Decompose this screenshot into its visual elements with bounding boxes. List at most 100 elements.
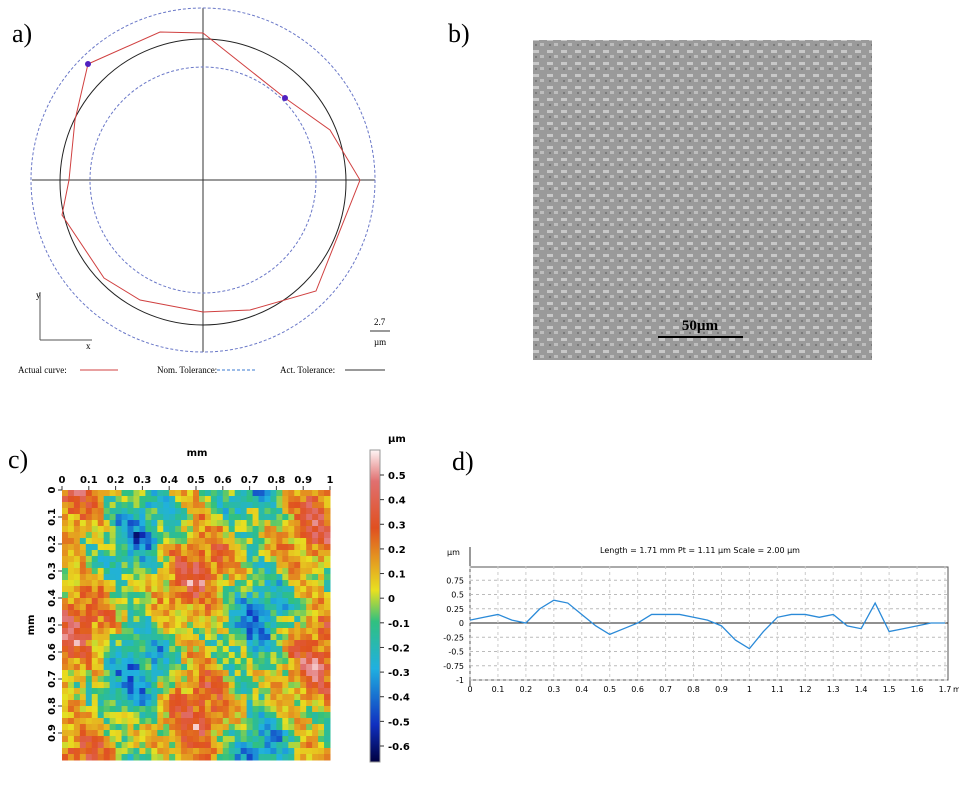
heatmap-cell <box>157 562 164 569</box>
heatmap-cell <box>282 676 289 683</box>
heatmap-cell <box>62 604 69 611</box>
heatmap-cell <box>67 754 75 761</box>
scale-unit: µm <box>374 337 386 347</box>
heatmap-cell <box>109 514 117 521</box>
heatmap-cell <box>193 532 200 539</box>
heatmap-cell <box>169 502 176 509</box>
heatmap-cell <box>204 550 212 557</box>
heatmap-cell <box>282 682 289 689</box>
heatmap-cell <box>169 574 176 581</box>
heatmap-cell <box>145 562 152 569</box>
heatmap-cell <box>73 730 81 737</box>
heatmap-cell <box>85 568 93 575</box>
heatmap-cell <box>312 664 319 671</box>
heatmap-cell <box>139 538 146 545</box>
heatmap-cell <box>318 754 325 761</box>
heatmap-cell <box>222 580 230 587</box>
heatmap-cell <box>318 514 325 521</box>
heatmap-cell <box>264 664 271 671</box>
heatmap-cell <box>109 694 117 701</box>
heatmap-cell <box>103 712 111 719</box>
heatmap-cell <box>264 724 271 731</box>
heatmap-cell <box>91 730 99 737</box>
heatmap-cell <box>318 520 325 527</box>
heatmap-cell <box>115 754 123 761</box>
heatmap-cell <box>228 742 236 749</box>
heatmap-cell <box>264 736 271 743</box>
heatmap-cell <box>151 646 158 653</box>
heatmap-cell <box>324 526 331 533</box>
heatmap-cell <box>294 676 301 683</box>
heatmap-cell <box>210 688 218 695</box>
heatmap-cell <box>264 538 271 545</box>
heatmap-cell <box>133 598 140 605</box>
heatmap-cell <box>121 748 129 755</box>
heatmap-cell <box>163 718 170 725</box>
heatmap-cell <box>151 538 158 545</box>
heatmap-cell <box>312 724 319 731</box>
heatmap-cell <box>91 682 99 689</box>
heatmap-cell <box>264 658 271 665</box>
heatmap-cell <box>79 586 87 593</box>
heatmap-cell <box>210 748 218 755</box>
heatmap-cell <box>258 580 265 587</box>
heatmap-cell <box>270 502 277 509</box>
heatmap-cell <box>121 508 129 515</box>
heatmap-cell <box>234 514 242 521</box>
heatmap-cell <box>169 544 176 551</box>
heatmap-cell <box>175 640 182 647</box>
heatmap-cell <box>222 640 230 647</box>
heatmap-cell <box>139 628 146 635</box>
heatmap-cell <box>127 652 134 659</box>
heatmap-cell <box>246 550 254 557</box>
heatmap-cell <box>109 646 117 653</box>
heatmap-cell <box>288 538 295 545</box>
heatmap-cell <box>145 568 152 575</box>
heatmap-cell <box>67 550 75 557</box>
heatmap-cell <box>181 604 188 611</box>
heatmap-cell <box>312 694 319 701</box>
heatmap-cell <box>187 652 194 659</box>
heatmap-cell <box>157 490 164 497</box>
heatmap-cell <box>234 628 242 635</box>
heatmap-cell <box>193 640 200 647</box>
heatmap-cell <box>187 730 194 737</box>
heatmap-cell <box>288 700 295 707</box>
heatmap-cell <box>276 742 283 749</box>
heatmap-cell <box>264 694 271 701</box>
heatmap-cell <box>306 574 313 581</box>
heatmap-cell <box>163 700 170 707</box>
heatmap-cell <box>198 562 206 569</box>
heatmap-cell <box>115 634 123 641</box>
heatmap-cell <box>306 628 313 635</box>
heatmap-cell <box>228 700 236 707</box>
heatmap-cell <box>240 544 248 551</box>
heatmap-cell <box>228 514 236 521</box>
heatmap-cell <box>204 580 212 587</box>
heatmap-cell <box>300 694 307 701</box>
heatmap-cell <box>91 574 99 581</box>
heatmap-cell <box>306 586 313 593</box>
heatmap-cell <box>216 676 224 683</box>
heatmap-cell <box>270 634 277 641</box>
heatmap-cell <box>73 754 81 761</box>
heatmap-cell <box>222 676 230 683</box>
heatmap-cell <box>240 700 248 707</box>
heatmap-cell <box>121 658 129 665</box>
heatmap-cell <box>181 742 188 749</box>
heatmap-cell <box>198 532 206 539</box>
heatmap-cell <box>169 622 176 629</box>
heatmap-cell <box>288 706 295 713</box>
heatmap-cell <box>312 574 319 581</box>
heatmap-cell <box>324 700 331 707</box>
heatmap-cell <box>234 502 242 509</box>
heatmap-cell <box>193 628 200 635</box>
x-tick-label: 1 <box>327 475 334 486</box>
heatmap-cell <box>181 490 188 497</box>
heatmap-cell <box>103 682 111 689</box>
heatmap-cell <box>121 502 129 509</box>
heatmap-cell <box>204 652 212 659</box>
heatmap-cell <box>300 496 307 503</box>
heatmap-cell <box>157 502 164 509</box>
heatmap-cell <box>73 688 81 695</box>
